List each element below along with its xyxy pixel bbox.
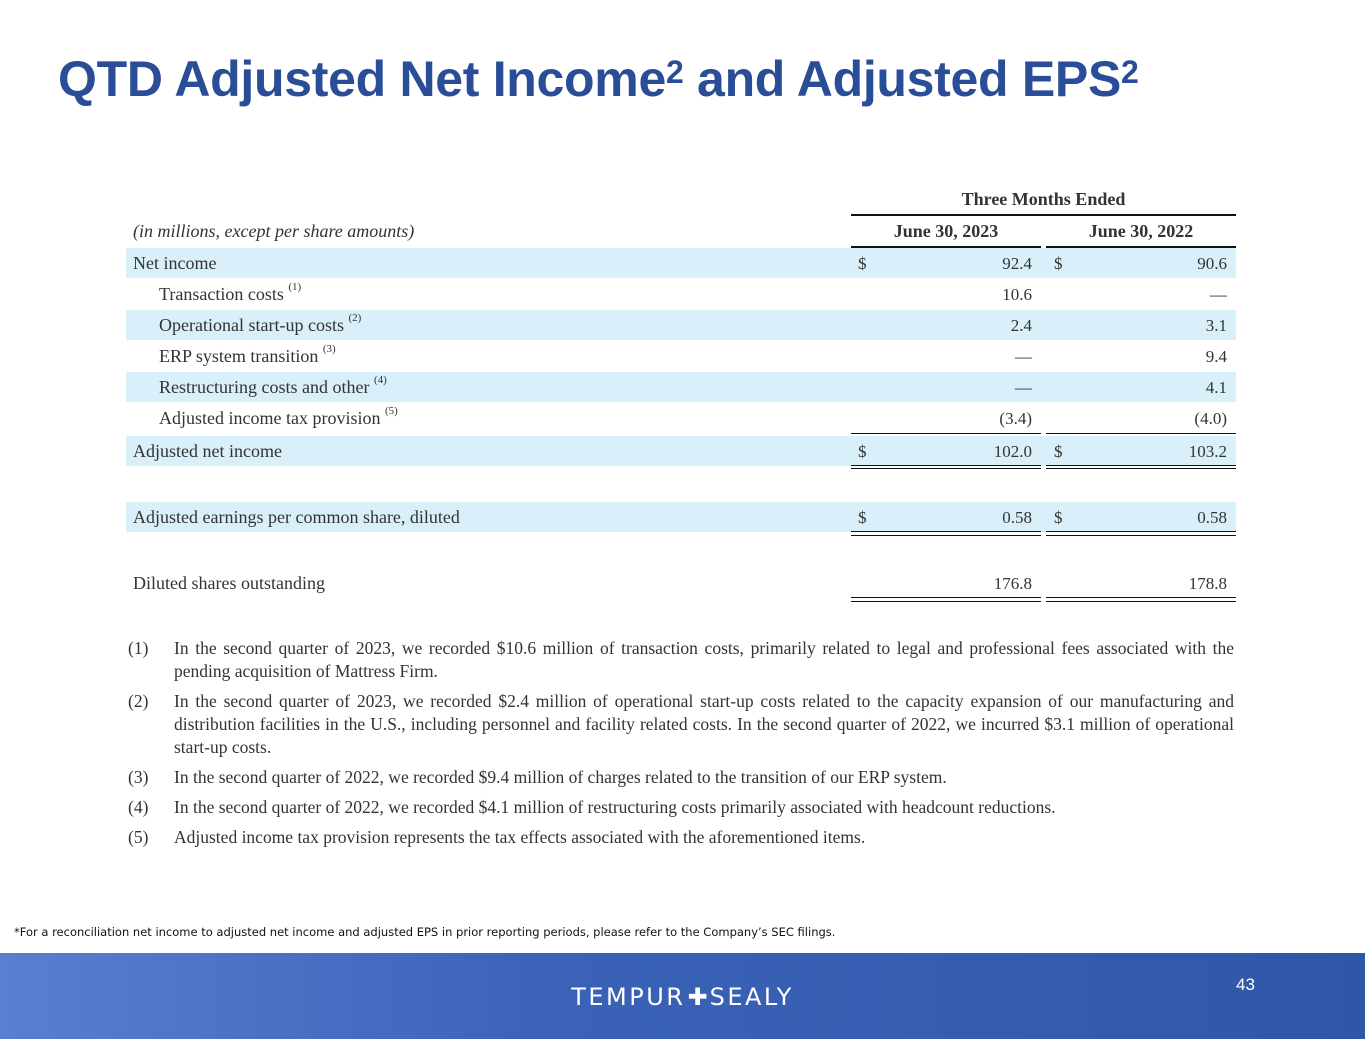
value-2023: 10.6: [1002, 285, 1032, 304]
double-underline: [1046, 535, 1236, 536]
note-item: (1) In the second quarter of 2023, we rec…: [128, 638, 1234, 681]
value-2023: 102.0: [993, 442, 1032, 461]
column-rule-2022: [1046, 246, 1236, 248]
plus-icon: ✚: [687, 983, 708, 1011]
value-2022: 0.58: [1197, 508, 1227, 527]
dollar-sign: $: [858, 442, 867, 461]
subtotal-rule: [851, 433, 1041, 434]
value-2023: 2.4: [1010, 316, 1032, 335]
header-rule: [851, 214, 1236, 216]
row-label: Net income: [133, 253, 217, 273]
double-underline: [851, 531, 1041, 532]
value-2022: (4.0): [1194, 409, 1227, 428]
value-2022: 103.2: [1188, 442, 1227, 461]
footnotes-list: (1) In the second quarter of 2023, we rec…: [128, 637, 1234, 856]
row-band: [126, 436, 1236, 466]
page-number: 43: [1236, 975, 1255, 994]
row-band: [126, 372, 1236, 402]
note-item: (2) In the second quarter of 2023, we rec…: [128, 691, 1234, 757]
slide-title: QTD Adjusted Net Income2 and Adjusted EP…: [58, 51, 1139, 107]
column-rule-2023: [851, 246, 1041, 248]
double-underline: [1046, 531, 1236, 532]
dollar-sign: $: [1054, 508, 1063, 527]
tempur-sealy-logo: TEMPUR✚SEALY: [571, 983, 794, 1011]
value-2023: —: [1015, 378, 1032, 397]
value-2023: 176.8: [993, 574, 1032, 593]
value-2022: 178.8: [1188, 574, 1227, 593]
column-header-2022: June 30, 2022: [1088, 221, 1194, 241]
double-underline: [1046, 597, 1236, 598]
group-header: Three Months Ended: [961, 189, 1126, 209]
double-underline: [851, 597, 1041, 598]
note-item: (5) Adjusted income tax provision represe…: [128, 827, 866, 847]
dollar-sign: $: [1054, 442, 1063, 461]
note-item: (4) In the second quarter of 2022, we rec…: [128, 797, 1056, 817]
double-underline: [1046, 601, 1236, 602]
row-band: [126, 248, 1236, 278]
note-item: (3) In the second quarter of 2022, we rec…: [128, 767, 947, 787]
reconciliation-footnote: *For a reconciliation net income to adju…: [14, 925, 836, 939]
double-underline: [1046, 468, 1236, 469]
value-2022: —: [1210, 285, 1227, 304]
row-label: Transaction costs (1): [159, 281, 302, 304]
double-underline: [851, 468, 1041, 469]
value-2022: 9.4: [1205, 347, 1227, 366]
value-2023: 0.58: [1002, 508, 1032, 527]
double-underline: [851, 535, 1041, 536]
value-2022: 90.6: [1197, 254, 1227, 273]
row-label: Restructuring costs and other (4): [159, 374, 387, 397]
value-2023: —: [1015, 347, 1032, 366]
row-label: Adjusted income tax provision (5): [159, 405, 398, 428]
row-label: Diluted shares outstanding: [133, 573, 325, 593]
subtotal-rule: [1046, 433, 1236, 434]
column-header-2023: June 30, 2023: [893, 221, 999, 241]
units-label: (in millions, except per share amounts): [133, 221, 415, 241]
row-band: [126, 310, 1236, 340]
row-label: Operational start-up costs (2): [159, 312, 362, 335]
value-2023: 92.4: [1002, 254, 1032, 273]
row-label: ERP system transition (3): [159, 343, 336, 366]
value-2022: 4.1: [1205, 378, 1227, 397]
row-band: [126, 502, 1236, 532]
dollar-sign: $: [1054, 254, 1063, 273]
value-2022: 3.1: [1205, 316, 1227, 335]
row-label: Adjusted net income: [133, 441, 282, 461]
footer-bar: TEMPUR✚SEALY 43: [0, 953, 1365, 1039]
double-underline: [851, 465, 1041, 466]
double-underline: [1046, 465, 1236, 466]
double-underline: [851, 601, 1041, 602]
row-label: Adjusted earnings per common share, dilu…: [133, 507, 460, 527]
dollar-sign: $: [858, 254, 867, 273]
value-2023: (3.4): [999, 409, 1032, 428]
dollar-sign: $: [858, 508, 867, 527]
